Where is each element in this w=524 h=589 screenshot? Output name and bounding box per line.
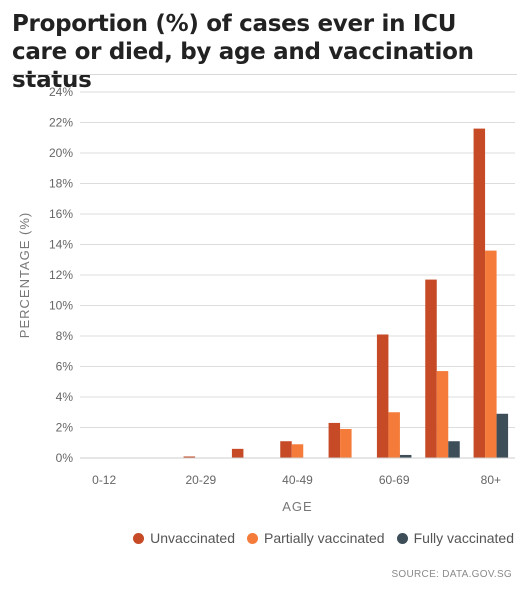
x-tick-label: 60-69 <box>379 473 410 487</box>
bars <box>183 128 509 458</box>
bar-partially-vaccinated-60-69[interactable] <box>388 412 400 458</box>
y-tick-label: 8% <box>56 329 74 343</box>
y-tick-label: 22% <box>49 116 73 130</box>
bar-partially-vaccinated-70-79[interactable] <box>436 371 449 458</box>
bar-unvaccinated-70-79[interactable] <box>425 279 437 458</box>
legend-item-unvaccinated[interactable]: Unvaccinated <box>133 530 235 546</box>
bar-fully-vaccinated-80plus[interactable] <box>496 413 509 458</box>
bar-unvaccinated-20-29[interactable] <box>183 456 196 458</box>
title-divider <box>12 74 517 75</box>
legend-swatch-fully-vaccinated <box>396 532 408 544</box>
y-tick-label: 18% <box>49 177 73 191</box>
bar-partially-vaccinated-40-49[interactable] <box>291 444 304 458</box>
x-tick-label: 20-29 <box>185 473 216 487</box>
legend-swatch-partially-vaccinated <box>246 532 258 544</box>
bar-unvaccinated-80plus[interactable] <box>473 128 486 458</box>
y-tick-label: 10% <box>49 299 73 313</box>
bar-unvaccinated-30-39[interactable] <box>231 448 244 458</box>
legend: Unvaccinated Partially vaccinated Fully … <box>0 530 514 546</box>
y-tick-label: 14% <box>49 238 73 252</box>
bar-fully-vaccinated-60-69[interactable] <box>399 454 412 458</box>
bar-partially-vaccinated-50-59[interactable] <box>340 429 352 458</box>
bar-unvaccinated-40-49[interactable] <box>280 441 292 458</box>
x-tick-label: 80+ <box>481 473 501 487</box>
legend-label-unvaccinated: Unvaccinated <box>150 530 235 546</box>
legend-swatch-unvaccinated <box>133 532 145 544</box>
bar-chart: 0% 2% 4% 6% 8% 10% 12% 14% 16% 18% 20% 22% 24% 0-12 2… <box>17 85 515 514</box>
legend-item-partially-vaccinated[interactable]: Partially vaccinated <box>246 530 385 546</box>
bar-fully-vaccinated-70-79[interactable] <box>448 441 460 458</box>
x-axis-ticks: 0-12 20-29 40-49 60-69 80+ <box>92 473 501 487</box>
legend-label-fully-vaccinated: Fully vaccinated <box>413 530 514 546</box>
y-tick-label: 20% <box>49 146 73 160</box>
source-label: SOURCE: DATA.GOV.SG <box>391 569 512 580</box>
y-tick-label: 4% <box>56 390 74 404</box>
y-axis-ticks: 0% 2% 4% 6% 8% 10% 12% 14% 16% 18% 20% 22% 24% <box>49 85 73 465</box>
y-tick-label: 2% <box>56 421 74 435</box>
bar-partially-vaccinated-80plus[interactable] <box>485 250 497 458</box>
y-axis-title: PERCENTAGE (%) <box>17 212 32 338</box>
gridlines <box>80 91 515 428</box>
chart-title: Proportion (%) of cases ever in ICU care… <box>12 11 474 93</box>
y-tick-label: 12% <box>49 268 73 282</box>
y-tick-label: 6% <box>56 360 74 374</box>
bar-unvaccinated-60-69[interactable] <box>376 334 389 458</box>
y-tick-label: 0% <box>56 451 74 465</box>
legend-item-fully-vaccinated[interactable]: Fully vaccinated <box>396 530 514 546</box>
x-axis-title: AGE <box>282 499 312 514</box>
y-tick-label: 16% <box>49 207 73 221</box>
y-tick-label: 24% <box>49 85 73 99</box>
bar-unvaccinated-50-59[interactable] <box>328 422 341 458</box>
x-tick-label: 0-12 <box>92 473 116 487</box>
legend-label-partially-vaccinated: Partially vaccinated <box>263 530 385 546</box>
x-tick-label: 40-49 <box>282 473 313 487</box>
